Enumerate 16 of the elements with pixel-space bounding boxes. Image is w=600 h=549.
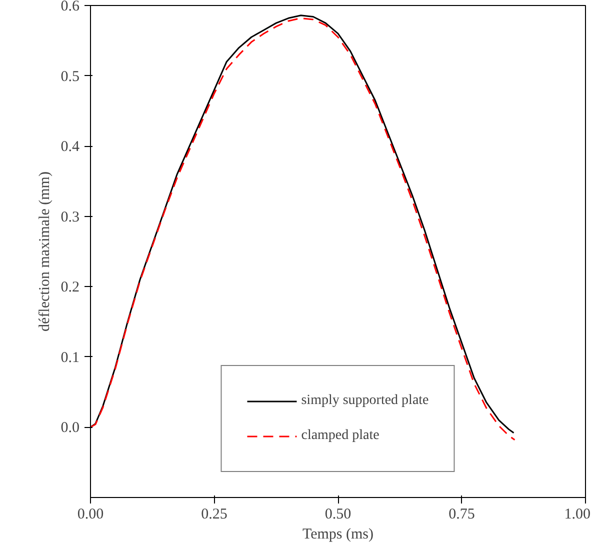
y-tick-label: 0.5: [60, 68, 80, 85]
x-tick-label: 0.25: [201, 506, 228, 522]
y-axis-title: déflection maximale (mm): [36, 172, 53, 332]
x-tick-label: 0.00: [77, 506, 104, 522]
y-tick-label: 0.4: [60, 139, 80, 156]
x-tick-label: 0.75: [448, 506, 475, 522]
x-axis-title: Temps (ms): [302, 526, 374, 542]
legend-label: clamped plate: [301, 428, 380, 444]
y-tick-label: 0.3: [60, 209, 80, 226]
legend-label: simply supported plate: [301, 393, 429, 409]
y-tick-label: 0.2: [60, 280, 80, 296]
y-tick-label: 0.1: [60, 350, 80, 366]
y-tick-label: 0.0: [60, 420, 80, 436]
y-tick-label: 0.6: [60, 0, 80, 14]
x-tick-label: 1.00: [564, 506, 590, 522]
x-tick-label: 0.50: [324, 506, 352, 522]
